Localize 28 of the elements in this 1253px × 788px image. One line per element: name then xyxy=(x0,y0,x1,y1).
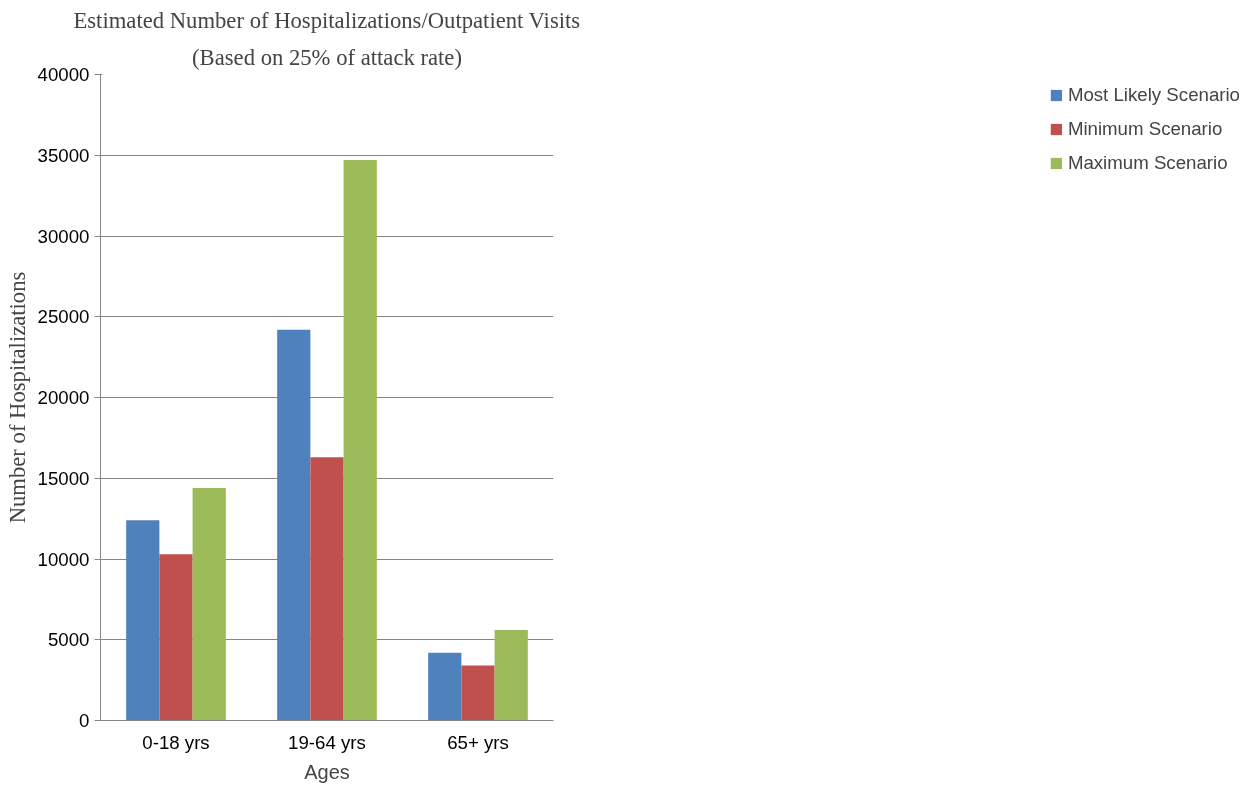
bar xyxy=(494,630,528,721)
bar xyxy=(192,487,226,721)
y-tick-label: 5000 xyxy=(48,629,90,651)
bar xyxy=(126,520,160,721)
bar xyxy=(343,160,377,721)
y-tick-label: 20000 xyxy=(37,387,90,408)
y-tick-label: 10000 xyxy=(37,548,90,570)
y-tick-label: 35000 xyxy=(37,144,90,166)
y-tick-label: 0 xyxy=(79,710,90,731)
bar xyxy=(310,457,344,721)
bar xyxy=(461,665,495,721)
y-tick-label: 30000 xyxy=(37,225,90,247)
x-tick-label: 19-64 yrs xyxy=(288,731,366,753)
y-tick-label: 25000 xyxy=(37,306,90,328)
bar xyxy=(428,652,462,721)
bar xyxy=(159,554,193,721)
x-tick-label: 0-18 yrs xyxy=(142,731,210,753)
legend-label: Minimum Scenario xyxy=(1067,118,1223,140)
legend-label: Most Likely Scenario xyxy=(1067,84,1240,106)
x-axis-title: Ages xyxy=(304,760,350,783)
y-tick-label: 15000 xyxy=(37,467,90,489)
x-tick-label: 65+ yrs xyxy=(447,731,509,753)
chart-subtitle: (Based on 25% of attack rate) xyxy=(192,44,462,70)
y-tick-label: 40000 xyxy=(37,64,90,85)
y-axis-title: Number of Hospitalizations xyxy=(4,271,30,524)
chart-title: Estimated Number of Hospitalizations/Outpatient Visits xyxy=(73,7,581,33)
legend-label: Maximum Scenario xyxy=(1067,152,1228,174)
bar xyxy=(277,329,311,721)
